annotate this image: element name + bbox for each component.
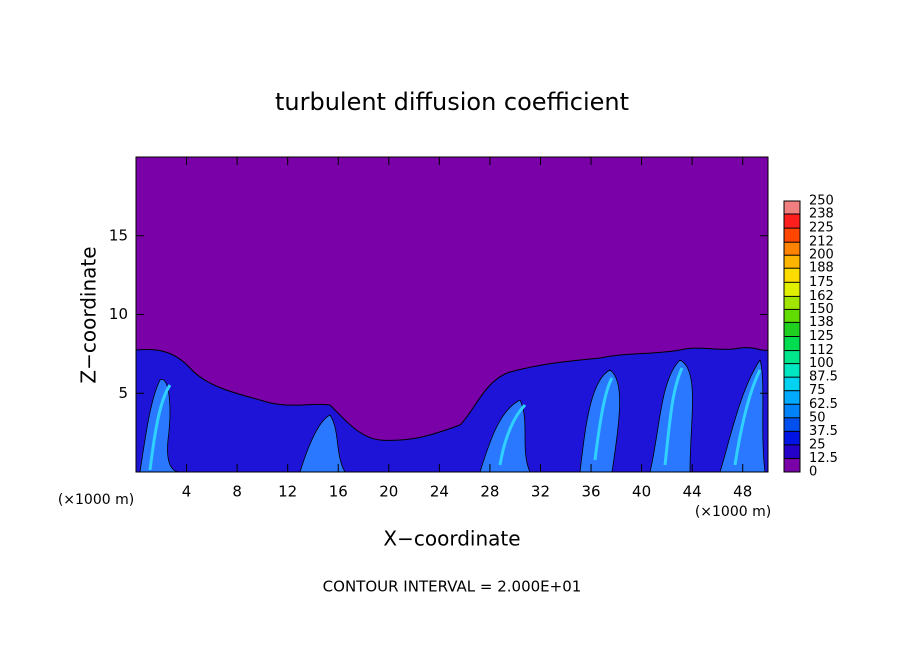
x-tick-label: 16 [329, 483, 348, 501]
colorbar-label: 125 [809, 329, 834, 344]
colorbar-band [784, 458, 800, 472]
colorbar-label: 50 [809, 410, 826, 425]
colorbar-label: 250 [809, 194, 834, 209]
x-tick-label: 32 [531, 483, 550, 501]
colorbar-label: 212 [809, 235, 834, 250]
x-tick-label: 36 [581, 483, 600, 501]
x-tick-label: 24 [430, 483, 449, 501]
x-tick-label: 8 [232, 483, 242, 501]
colorbar-label: 150 [809, 302, 834, 317]
x-tick-label: 4 [182, 483, 192, 501]
colorbar-label: 87.5 [809, 370, 838, 385]
colorbar-band [784, 350, 800, 364]
colorbar-label: 75 [809, 383, 826, 398]
colorbar-label: 62.5 [809, 397, 838, 412]
x-tick-label: 20 [379, 483, 398, 501]
colorbar-label: 162 [809, 289, 834, 304]
y-tick-label: 15 [109, 226, 128, 244]
colorbar-label: 0 [809, 465, 817, 480]
y-axis-label: Z−coordinate [77, 246, 101, 383]
colorbar-label: 225 [809, 221, 834, 236]
colorbar-band [784, 322, 800, 337]
colorbar-band [784, 214, 800, 229]
colorbar-label: 100 [809, 356, 834, 371]
colorbar-band [784, 268, 800, 283]
colorbar-label: 175 [809, 275, 834, 290]
x-tick-label: 40 [632, 483, 651, 501]
y-unit-label: (×1000 m) [58, 492, 134, 508]
colorbar-label: 200 [809, 248, 834, 263]
colorbar-band [784, 336, 800, 351]
colorbar-label: 238 [809, 207, 834, 222]
colorbar-band [784, 242, 800, 256]
colorbar-label: 25 [809, 437, 826, 452]
contour-interval: CONTOUR INTERVAL = 2.000E+01 [323, 578, 582, 596]
y-tick-label: 10 [109, 305, 128, 323]
x-tick-label: 44 [683, 483, 702, 501]
x-unit-label: (×1000 m) [695, 504, 771, 520]
colorbar-label: 112 [809, 343, 834, 358]
colorbar-band [784, 296, 800, 310]
colorbar-label: 12.5 [809, 451, 838, 466]
colorbar-label: 138 [809, 315, 834, 330]
colorbar-band [784, 282, 800, 297]
chart-title: turbulent diffusion coefficient [275, 88, 629, 116]
colorbar-band [784, 404, 800, 418]
x-tick-label: 28 [480, 483, 499, 501]
colorbar-band [784, 444, 800, 459]
colorbar-label: 37.5 [809, 424, 838, 439]
colorbar-band [784, 363, 800, 378]
y-tick-label: 5 [118, 384, 128, 402]
x-tick-label: 48 [733, 483, 752, 501]
x-axis-label: X−coordinate [383, 527, 520, 551]
colorbar-band [784, 431, 800, 445]
colorbar-band [784, 309, 800, 323]
field [135, 157, 769, 473]
colorbar-band [784, 255, 800, 269]
colorbar-band [784, 228, 800, 243]
colorbar-label: 188 [809, 261, 834, 276]
x-tick-label: 12 [278, 483, 297, 501]
turbulent-streaks [148, 367, 762, 471]
colorbar-band [784, 201, 800, 215]
colorbar-band [784, 390, 800, 405]
colorbar-band [784, 417, 800, 432]
colorbar-band [784, 377, 800, 391]
